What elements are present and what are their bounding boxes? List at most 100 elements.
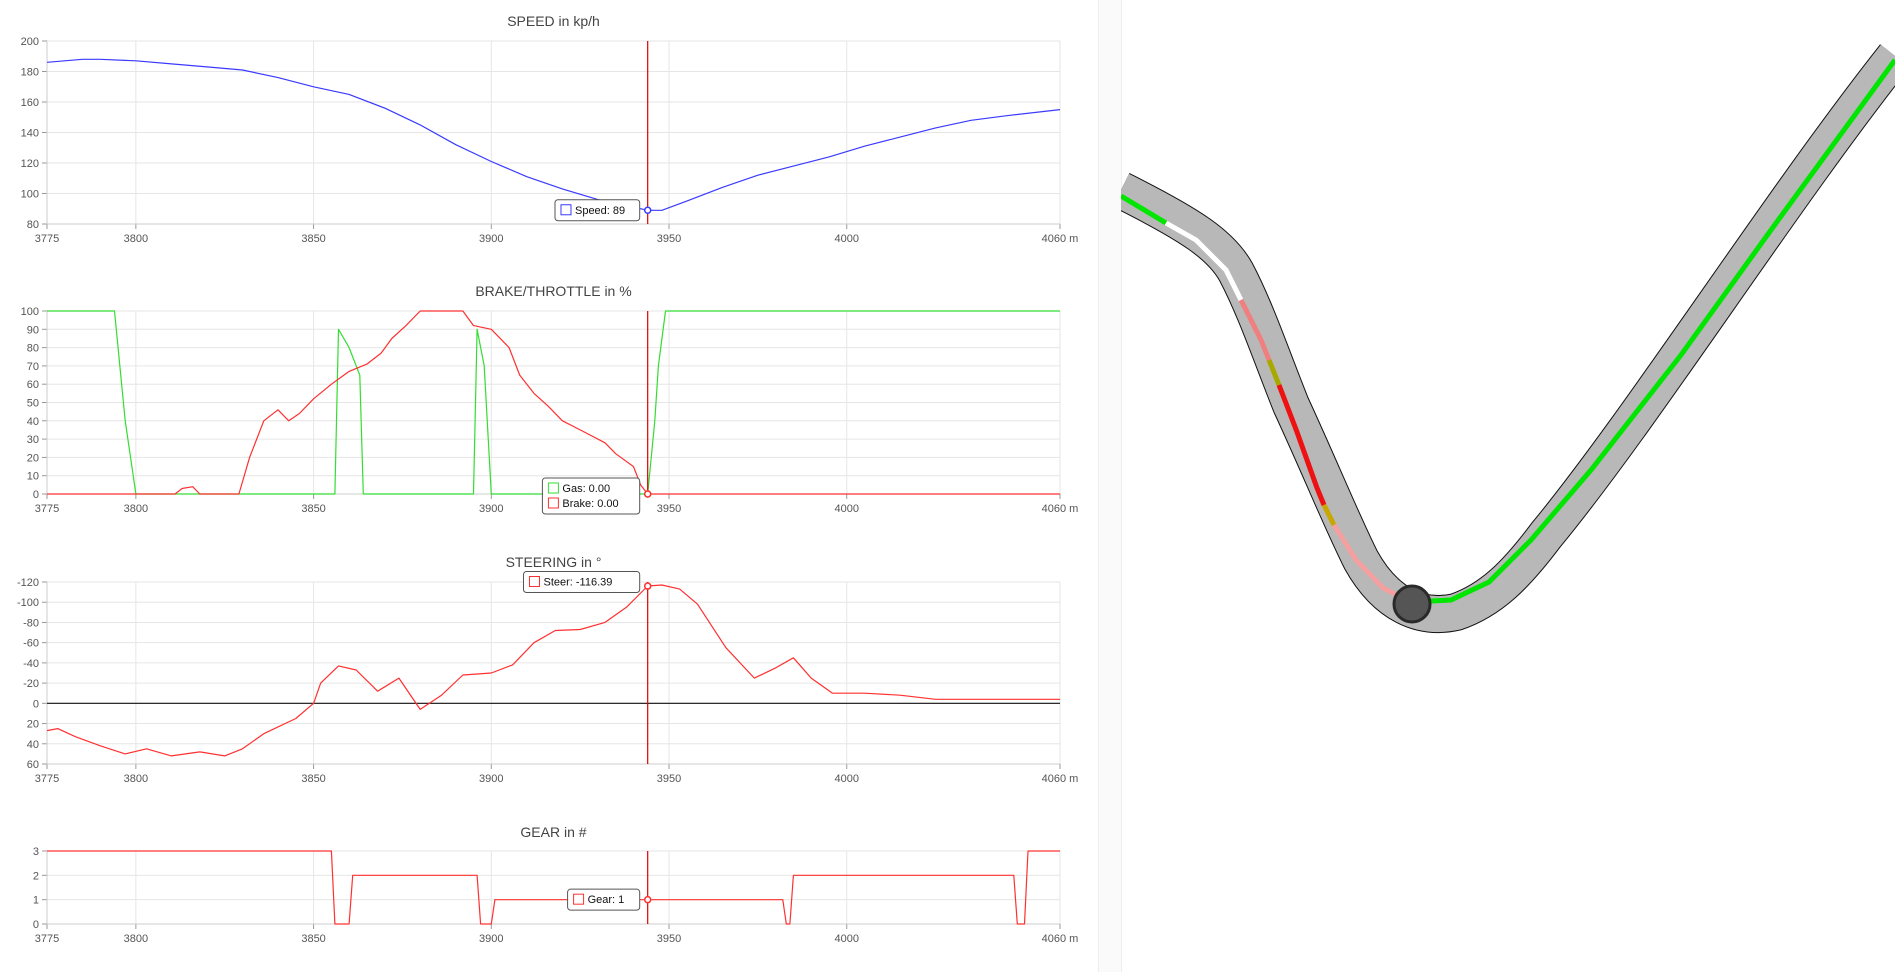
tooltip-swatch (547, 482, 559, 494)
x-tick-label: 4000 (834, 933, 858, 945)
chart-title: SPEED in kp/h (507, 13, 600, 29)
telemetry-panel: SPEED in kp/h 200 180 160 140 120 100 80 3775 380… (17, 13, 1079, 945)
racing-line-entry (1119, 193, 1168, 226)
chart-title: STEERING in ° (506, 554, 602, 570)
y-tick-label: 160 (21, 97, 39, 109)
x-tick-label: 3950 (657, 503, 681, 515)
series-line-speed (46, 58, 1061, 211)
y-tick-label: 100 (21, 306, 39, 318)
x-tick-label: 3850 (301, 503, 325, 515)
cursor-marker-gear (643, 895, 652, 904)
tooltip-label: Steer: -116.39 (543, 577, 612, 589)
y-tick-label: 2 (33, 870, 39, 882)
y-tick-label: 0 (33, 698, 39, 710)
y-tick-label: -100 (17, 597, 39, 609)
racing-line-transition (1266, 359, 1282, 386)
racing-line-release (1321, 503, 1337, 527)
y-tick-label: 30 (27, 434, 39, 446)
y-tick-label: 90 (27, 324, 39, 336)
tooltip-swatch (528, 576, 540, 587)
y-tick-label: 1 (33, 895, 39, 907)
tooltip-label: Speed: 89 (575, 205, 625, 217)
x-tick-label: 3900 (479, 233, 503, 245)
tooltip-box (541, 477, 641, 515)
tooltip-swatch (547, 497, 559, 509)
y-tick-label: 20 (27, 719, 39, 731)
x-tick-label: 4000 (834, 233, 858, 245)
y-tick-label: 10 (27, 471, 39, 483)
x-tick-label: 3950 (657, 933, 681, 945)
x-tick-label: 3775 (35, 773, 59, 785)
track-outer-edge (1112, 44, 1895, 634)
track-surface (1112, 44, 1895, 633)
chart-title: GEAR in # (520, 824, 586, 840)
x-tick-label: 4000 (834, 503, 858, 515)
tooltip-swatch (573, 893, 585, 905)
y-tick-label: -120 (17, 577, 39, 589)
x-tick-label: 3950 (657, 773, 681, 785)
x-tick-label: 4060 m (1042, 773, 1079, 785)
series-line-brake (47, 310, 1060, 495)
x-tick-label: 4000 (834, 773, 858, 785)
chart-title: BRAKE/THROTTLE in % (475, 283, 631, 299)
car-position-marker[interactable] (1392, 584, 1432, 624)
x-tick-label: 3850 (301, 933, 325, 945)
racing-line-brake-light (1238, 298, 1272, 361)
series-line-gear (47, 850, 1060, 925)
tooltip-box (522, 571, 641, 593)
y-tick-label: 80 (27, 219, 39, 231)
y-tick-label: 0 (33, 919, 39, 931)
x-tick-label: 3775 (35, 503, 59, 515)
x-tick-label: 3775 (35, 933, 59, 945)
x-tick-label: 3800 (124, 233, 148, 245)
y-tick-label: -40 (23, 658, 39, 670)
y-tick-label: 3 (33, 846, 39, 858)
x-tick-label: 3950 (657, 233, 681, 245)
track-map (1112, 44, 1895, 634)
x-tick-label: 3850 (301, 773, 325, 785)
cursor-marker-steer (643, 582, 652, 590)
x-tick-label: 3775 (35, 233, 59, 245)
y-tick-label: -60 (23, 638, 39, 650)
y-tick-label: 60 (27, 379, 39, 391)
panel-divider[interactable] (1098, 0, 1122, 972)
tooltip-label: Gear: 1 (588, 894, 625, 906)
x-tick-label: 3800 (124, 503, 148, 515)
x-tick-label: 3900 (479, 933, 503, 945)
x-tick-label: 3800 (124, 933, 148, 945)
x-tick-label: 3850 (301, 233, 325, 245)
y-tick-label: 120 (21, 158, 39, 170)
y-tick-label: 40 (27, 416, 39, 428)
y-tick-label: 60 (27, 759, 39, 771)
x-tick-label: 4060 m (1042, 233, 1079, 245)
y-tick-label: 200 (21, 36, 39, 48)
y-tick-label: 0 (33, 489, 39, 501)
y-tick-label: -80 (23, 617, 39, 629)
x-tick-label: 3900 (479, 773, 503, 785)
x-tick-label: 3800 (124, 773, 148, 785)
y-tick-label: 80 (27, 343, 39, 355)
y-tick-label: -20 (23, 678, 39, 690)
tooltip-box (567, 888, 641, 911)
tooltip-label: Gas: 0.00 (562, 483, 610, 495)
racing-line-coast (1164, 220, 1244, 302)
racing-line-exit (1410, 58, 1895, 605)
y-tick-label: 40 (27, 739, 39, 751)
y-tick-label: 70 (27, 361, 39, 373)
y-tick-label: 20 (27, 452, 39, 464)
series-line-steer (46, 584, 1060, 757)
y-tick-label: 140 (21, 128, 39, 140)
track-map-panel (1112, 0, 1895, 972)
y-tick-label: 180 (21, 67, 39, 79)
x-tick-label: 3900 (479, 503, 503, 515)
cursor-marker-brake (643, 490, 652, 498)
x-tick-label: 4060 m (1042, 933, 1079, 945)
racing-line-brake-hard (1276, 384, 1327, 506)
tooltip-swatch (560, 204, 572, 216)
tooltip-label: Brake: 0.00 (562, 498, 618, 510)
y-tick-label: 100 (21, 189, 39, 201)
cursor-marker-speed (643, 206, 652, 215)
y-tick-label: 50 (27, 398, 39, 410)
tooltip-box (554, 199, 641, 222)
